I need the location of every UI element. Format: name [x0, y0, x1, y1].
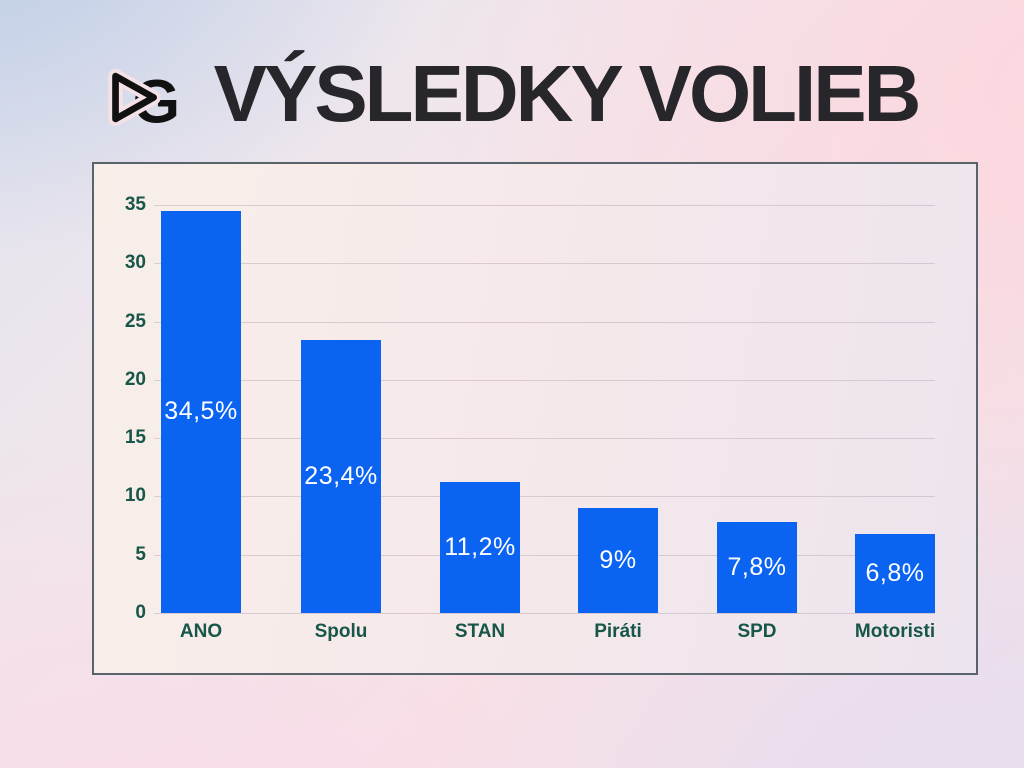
bar-value-label-stan: 11,2%: [444, 533, 516, 562]
y-axis-tick-20: 20: [124, 368, 146, 390]
y-axis-tick-30: 30: [124, 252, 146, 274]
y-axis-tick-35: 35: [124, 194, 146, 215]
x-axis-label-spd: SPD: [737, 621, 777, 642]
bar-ano: 34,5%: [161, 210, 241, 613]
bar-value-label-motoristi: 6,8%: [865, 558, 925, 587]
y-axis-tick-25: 25: [124, 310, 146, 332]
x-axis-label-motoristi: Motoristi: [854, 621, 936, 642]
gridline-5: [154, 554, 935, 556]
gridline-10: [154, 496, 935, 498]
chart-panel: 0 5 10 15 20 25 30 35 34,5% ANO 23,4% Spolu 11,2% STA…: [92, 162, 978, 675]
play-g-logo-icon: G: [107, 68, 180, 136]
bar-chart-plot: 0 5 10 15 20 25 30 35 34,5% ANO 23,4% Spolu 11,2% STA…: [94, 164, 976, 673]
bar-value-label-spolu: 23,4%: [304, 462, 378, 491]
y-axis-tick-5: 5: [135, 543, 146, 565]
play-triangle-icon: [111, 72, 157, 123]
y-axis-tick-0: 0: [135, 602, 146, 623]
gridline-20: [154, 379, 935, 381]
bar-stan: 11,2%: [440, 482, 520, 613]
bar-value-label-piráti: 9%: [599, 546, 637, 575]
x-axis-label-spolu: Spolu: [314, 621, 368, 642]
gridline-0: [154, 613, 935, 614]
bar-value-label-spd: 7,8%: [727, 553, 787, 582]
gridline-30: [154, 263, 935, 265]
y-axis-tick-15: 15: [124, 427, 146, 449]
x-axis-label-ano: ANO: [179, 621, 223, 642]
bar-spd: 7,8%: [717, 522, 797, 613]
bar-spolu: 23,4%: [301, 340, 381, 613]
y-axis-tick-10: 10: [124, 485, 146, 507]
x-axis-label-piráti: Piráti: [594, 621, 642, 642]
x-axis-label-stan: STAN: [454, 621, 506, 642]
bar-piráti: 9%: [578, 508, 658, 613]
bar-motoristi: 6,8%: [855, 533, 935, 613]
gridline-15: [154, 438, 935, 440]
page-title: VÝSLEDKY VOLIEB: [213, 49, 922, 138]
bar-value-label-ano: 34,5%: [164, 397, 238, 426]
gridline-25: [154, 321, 935, 323]
header: G VÝSLEDKY VOLIEB: [0, 34, 1024, 154]
gridline-35: [154, 205, 935, 206]
